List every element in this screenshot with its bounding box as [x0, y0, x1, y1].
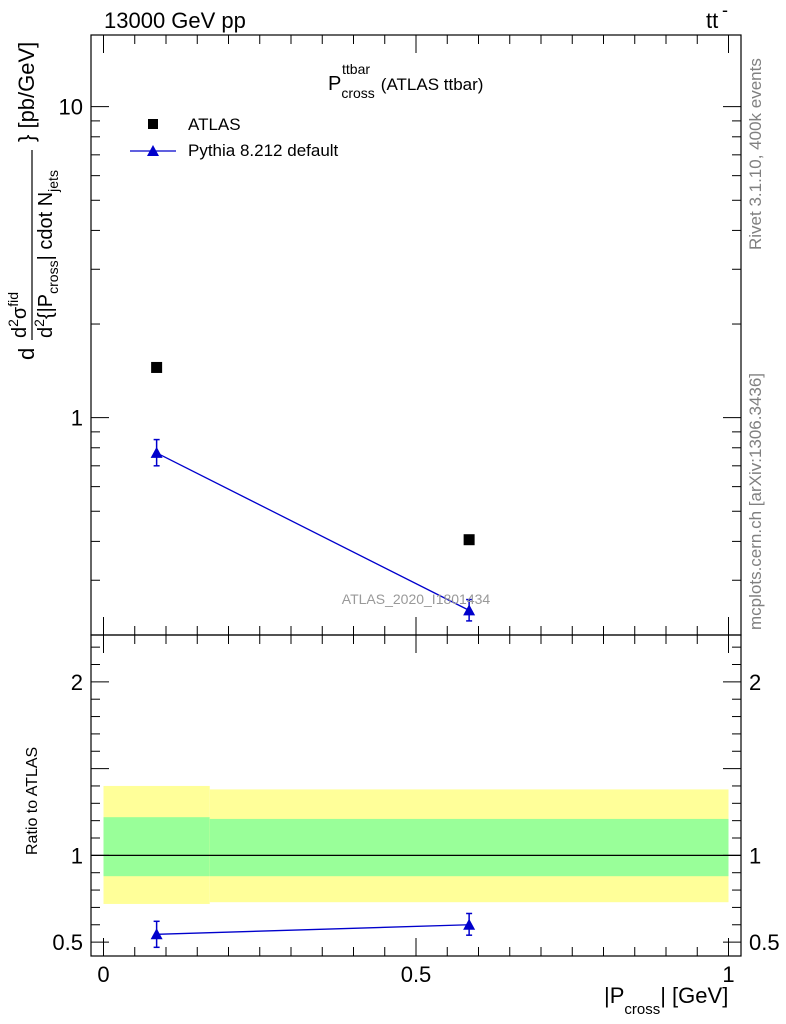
xtick-label: 0 [97, 962, 109, 987]
pythia-data-point-main [150, 446, 163, 458]
pythia-data-point-ratio [150, 928, 163, 940]
ratio-ytick-label-left: 2 [71, 670, 83, 695]
ratio-uncertainty-bands [91, 785, 741, 904]
main-ytick-label: 10 [59, 95, 83, 120]
xtick-label: 0.5 [401, 962, 432, 987]
header-process: tt [706, 8, 718, 33]
x-axis-label: |Pcross| [GeV] [604, 983, 728, 1018]
svg-text:d2σfid: d2σfid [5, 292, 31, 338]
y-axis-label-main: d d2σfid d2{|Pcross| cdot Njets } [pb/Ge… [5, 42, 61, 360]
header-process-bar: - [722, 0, 728, 20]
svg-text:d2{|Pcross| cdot Njets: d2{|Pcross| cdot Njets [31, 170, 61, 338]
ratio-band-inner-0 [103, 817, 210, 877]
legend-atlas-label: ATLAS [188, 115, 241, 134]
atlas-data-point [151, 361, 163, 373]
pythia-line-ratio [156, 924, 470, 935]
atlas-data-point [463, 534, 475, 546]
analysis-watermark: ATLAS_2020_I1801434 [342, 591, 491, 607]
ratio-ytick-label-left: 0.5 [52, 930, 83, 955]
ratio-ytick-label-right: 0.5 [749, 930, 780, 955]
svg-text:d: d [14, 348, 39, 360]
ratio-band-inner-1 [209, 818, 729, 877]
pythia-line-main [156, 452, 470, 611]
legend-pythia-marker [147, 145, 159, 156]
header-energy: 13000 GeV pp [104, 8, 246, 33]
xtick-label: 1 [722, 962, 734, 987]
svg-text:} [pb/GeV]: } [pb/GeV] [14, 42, 39, 142]
main-ytick-label: 1 [71, 406, 83, 431]
side-label-rivet: Rivet 3.1.10, 400k events [746, 58, 765, 250]
legend-pythia-label: Pythia 8.212 default [188, 141, 339, 160]
ratio-ytick-label-right: 1 [749, 843, 761, 868]
axis-ticks [91, 35, 741, 956]
ratio-ytick-label-right: 2 [749, 670, 761, 695]
data-marks [150, 361, 476, 949]
legend-title: Pcross (ATLAS ttbar) [328, 73, 483, 101]
side-label-mcplots: mcplots.cern.ch [arXiv:1306.3436] [746, 373, 765, 630]
legend-title-sup: ttbar [342, 61, 370, 77]
legend-atlas-marker [148, 119, 158, 129]
pythia-data-point-ratio [463, 918, 476, 930]
axis-tick-labels: 1 10 0.5 0.5 1 1 2 2 0 0.5 1 [52, 95, 779, 987]
pythia-data-point-main [463, 604, 476, 616]
y-axis-label-ratio: Ratio to ATLAS [24, 747, 41, 855]
ratio-ytick-label-left: 1 [71, 843, 83, 868]
